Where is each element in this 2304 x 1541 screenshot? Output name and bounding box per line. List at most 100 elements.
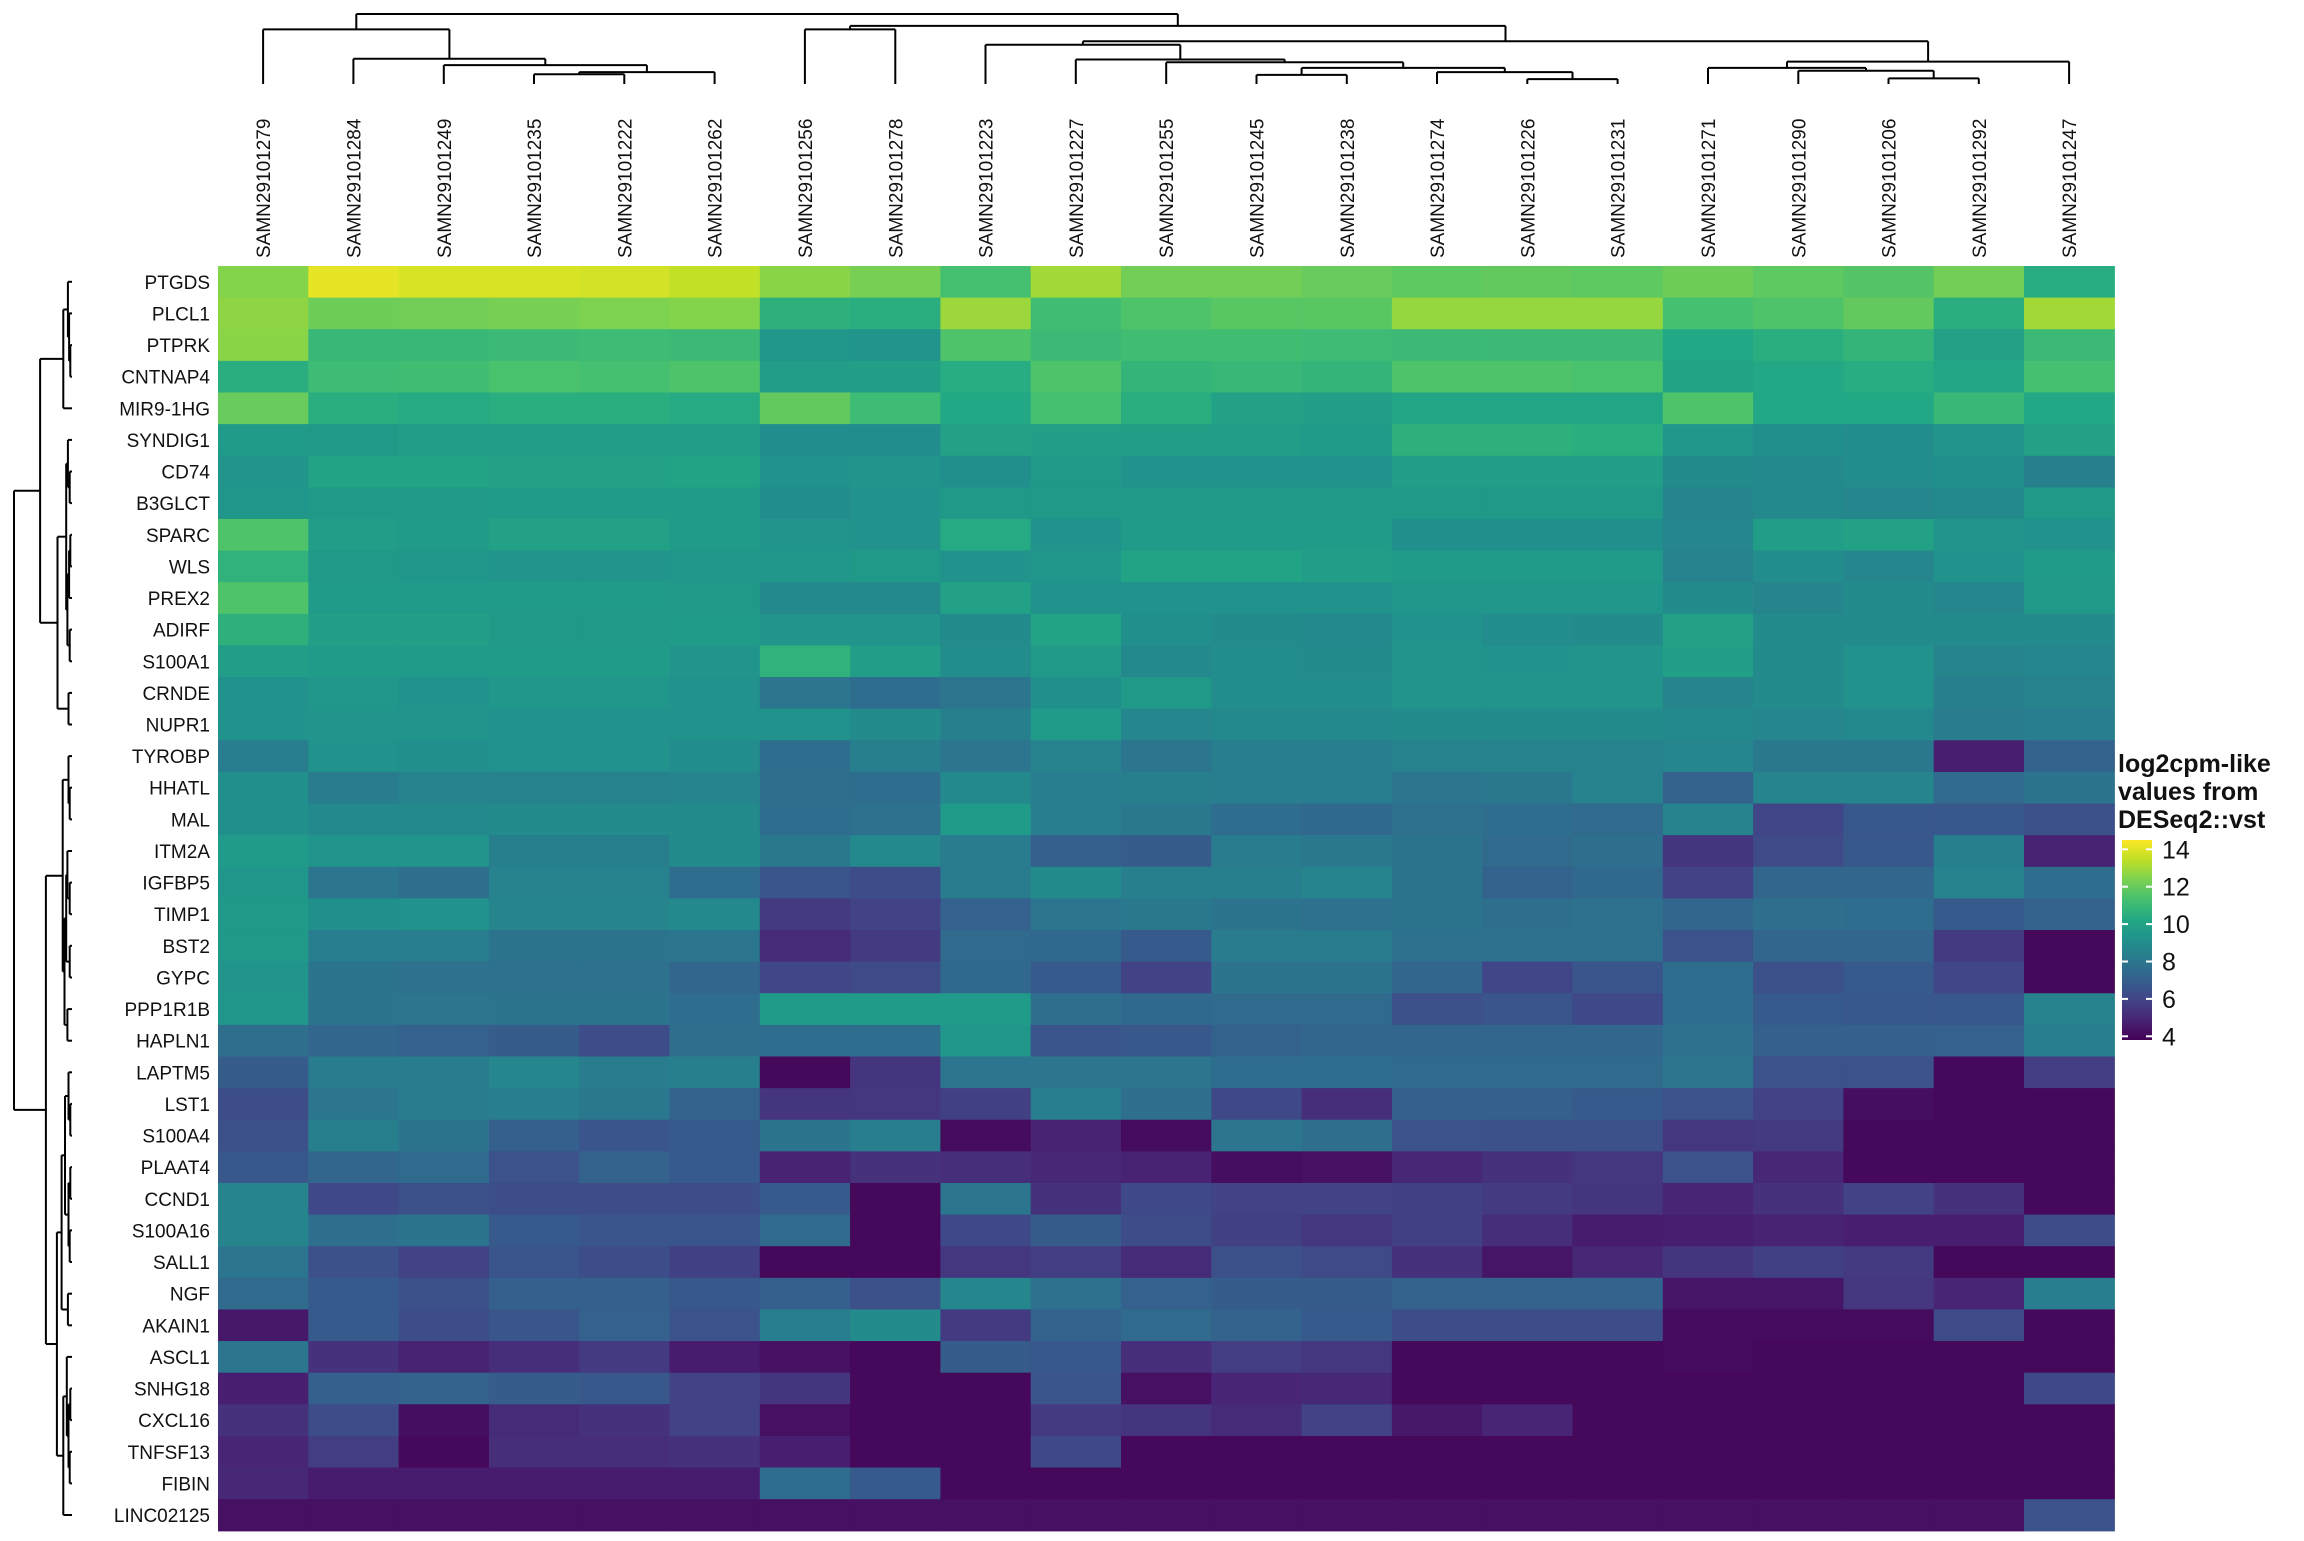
heatmap-cell [1121, 1151, 1212, 1184]
heatmap-cell [488, 961, 580, 994]
heatmap-cell [218, 961, 309, 994]
heatmap-cell [759, 487, 851, 520]
heatmap-cell [308, 329, 400, 362]
row-label: HAPLN1 [136, 1032, 210, 1053]
heatmap-cell [1662, 961, 1754, 994]
heatmap-cell [1572, 771, 1664, 805]
heatmap-cell [759, 677, 851, 710]
heatmap-cell [1211, 1214, 1303, 1247]
heatmap-cell [1572, 1277, 1664, 1311]
heatmap-cell [308, 266, 400, 299]
heatmap-cell [1482, 866, 1574, 899]
heatmap-cell [579, 740, 671, 773]
heatmap-cell [1391, 930, 1483, 963]
heatmap-cell [308, 1088, 400, 1121]
heatmap-cell [398, 392, 490, 425]
heatmap-cell [1030, 487, 1122, 520]
heatmap-cell [579, 424, 671, 457]
heatmap-cell [1030, 1309, 1122, 1342]
heatmap-cell [669, 708, 761, 741]
heatmap-cell [1843, 1467, 1935, 1500]
heatmap-cell [1933, 1214, 2025, 1247]
heatmap-cell [850, 1024, 941, 1058]
heatmap-cell [940, 360, 1032, 394]
heatmap-cell [669, 1435, 761, 1469]
heatmap-cell [1121, 392, 1212, 425]
heatmap-cell [1933, 455, 2025, 488]
heatmap-cell [1030, 1056, 1122, 1089]
heatmap-cell [218, 708, 309, 741]
heatmap-cell [669, 1056, 761, 1089]
heatmap-cell [850, 1151, 941, 1184]
heatmap-cell [1843, 866, 1935, 899]
heatmap-cell [308, 1056, 400, 1089]
heatmap-cell [1482, 1088, 1574, 1121]
heatmap-cell [1662, 1182, 1754, 1216]
heatmap-cell [1662, 1341, 1754, 1374]
heatmap-cell [1391, 1119, 1483, 1152]
heatmap-cell [1753, 1214, 1844, 1247]
heatmap-cell [579, 866, 671, 899]
heatmap-cell [488, 455, 580, 488]
heatmap-cell [759, 1404, 851, 1437]
heatmap-cell [1391, 1024, 1483, 1058]
heatmap-cell [1753, 455, 1844, 488]
heatmap-cell [759, 961, 851, 994]
heatmap-cell [1391, 866, 1483, 899]
heatmap-cell [1843, 329, 1935, 362]
heatmap-cells [218, 266, 2115, 1532]
heatmap-cell [1482, 1246, 1574, 1279]
heatmap-cell [398, 297, 490, 330]
heatmap-cell [1301, 360, 1393, 394]
heatmap-cell [308, 771, 400, 805]
heatmap-cell [308, 392, 400, 425]
heatmap-cell [669, 487, 761, 520]
heatmap-cell [1572, 961, 1664, 994]
heatmap-cell [1482, 266, 1574, 299]
heatmap-cell [488, 1309, 580, 1342]
column-label: SAMN29101262 [706, 119, 727, 258]
heatmap-cell [759, 645, 851, 678]
heatmap-cell [1301, 1182, 1393, 1216]
heatmap-cell [669, 1088, 761, 1121]
heatmap-cell [1662, 392, 1754, 425]
heatmap-cell [1843, 582, 1935, 615]
heatmap-cell [940, 1024, 1032, 1058]
column-label: SAMN29101226 [1518, 119, 1539, 258]
heatmap-cell [940, 582, 1032, 615]
heatmap-cell [2024, 866, 2115, 899]
heatmap-cell [308, 930, 400, 963]
heatmap-cell [308, 803, 400, 836]
heatmap-cell [398, 455, 490, 488]
heatmap-cell [1301, 930, 1393, 963]
heatmap-cell [1391, 1056, 1483, 1089]
heatmap-cell [1843, 1182, 1935, 1216]
heatmap-cell [1121, 1024, 1212, 1058]
heatmap-cell [398, 708, 490, 741]
heatmap-cell [1211, 740, 1303, 773]
heatmap-cell [1662, 1309, 1754, 1342]
heatmap-cell [1030, 1182, 1122, 1216]
heatmap-cell [398, 1024, 490, 1058]
heatmap-cell [2024, 392, 2115, 425]
heatmap-cell [1482, 1119, 1574, 1152]
heatmap-cell [759, 1372, 851, 1405]
heatmap-cell [2024, 1372, 2115, 1405]
heatmap-cell [1572, 1056, 1664, 1089]
heatmap-cell [218, 930, 309, 963]
heatmap-cell [1211, 771, 1303, 805]
heatmap-cell [398, 1341, 490, 1374]
heatmap-cell [1482, 961, 1574, 994]
heatmap-cell [1391, 266, 1483, 299]
heatmap-cell [850, 740, 941, 773]
heatmap-cell [669, 771, 761, 805]
heatmap-cell [1121, 1435, 1212, 1469]
heatmap-cell [488, 1404, 580, 1437]
heatmap-cell [579, 1372, 671, 1405]
heatmap-cell [2024, 613, 2115, 647]
column-labels: SAMN29101279 SAMN29101284 SAMN29101249 SAMN… [254, 118, 2081, 258]
row-label: S100A1 [142, 652, 210, 673]
heatmap-cell [1030, 898, 1122, 931]
heatmap-cell [488, 1088, 580, 1121]
heatmap-cell [308, 518, 400, 552]
